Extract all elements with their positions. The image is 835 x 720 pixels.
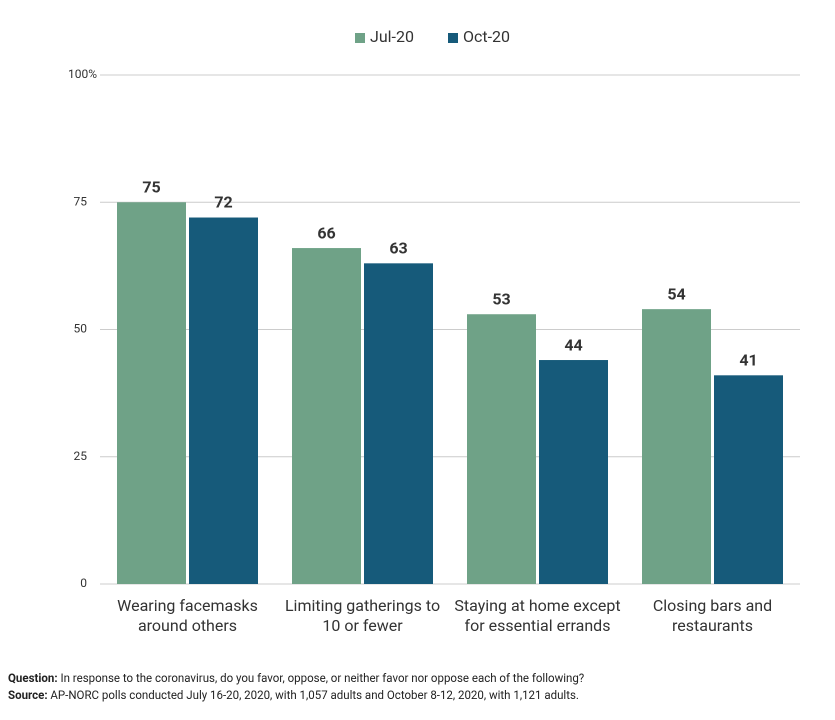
source-text: AP-NORC polls conducted July 16-20, 2020… [50,688,579,702]
source-label: Source: [8,688,48,702]
footnote-question: Question: In response to the coronavirus… [8,671,584,685]
x-tick-label: Closing bars and restaurants [652,596,773,635]
value-label: 41 [739,351,757,370]
bar [467,314,536,584]
legend-label: Jul-20 [370,27,414,46]
legend-swatch [355,33,365,43]
value-label: 44 [564,335,582,354]
x-tick-label: Limiting gatherings to 10 or fewer [284,596,441,635]
legend-swatch [448,33,458,43]
y-tick-label: 100% [68,67,97,81]
value-label: 72 [214,193,232,212]
value-label: 54 [667,284,685,303]
value-label: 63 [389,239,407,258]
x-tick-label: Staying at home except for essential err… [454,596,621,635]
value-label: 75 [142,177,160,196]
bar [364,263,433,584]
value-label: 66 [317,223,335,242]
footnote-source: Source: AP-NORC polls conducted July 16-… [8,688,579,702]
y-tick-label: 25 [74,449,88,463]
bar [714,375,783,584]
bar [292,248,361,584]
bar [642,309,711,584]
legend-label: Oct-20 [463,27,510,46]
bar [539,360,608,584]
y-tick-label: 50 [74,322,88,336]
x-tick-label: Wearing facemasks around others [117,596,258,635]
question-text: In response to the coronavirus, do you f… [60,671,585,685]
question-label: Question: [8,671,58,685]
y-tick-label: 0 [80,576,87,590]
bar [189,217,258,584]
bar [117,202,186,584]
y-tick-label: 75 [74,194,88,208]
value-label: 53 [492,289,510,308]
